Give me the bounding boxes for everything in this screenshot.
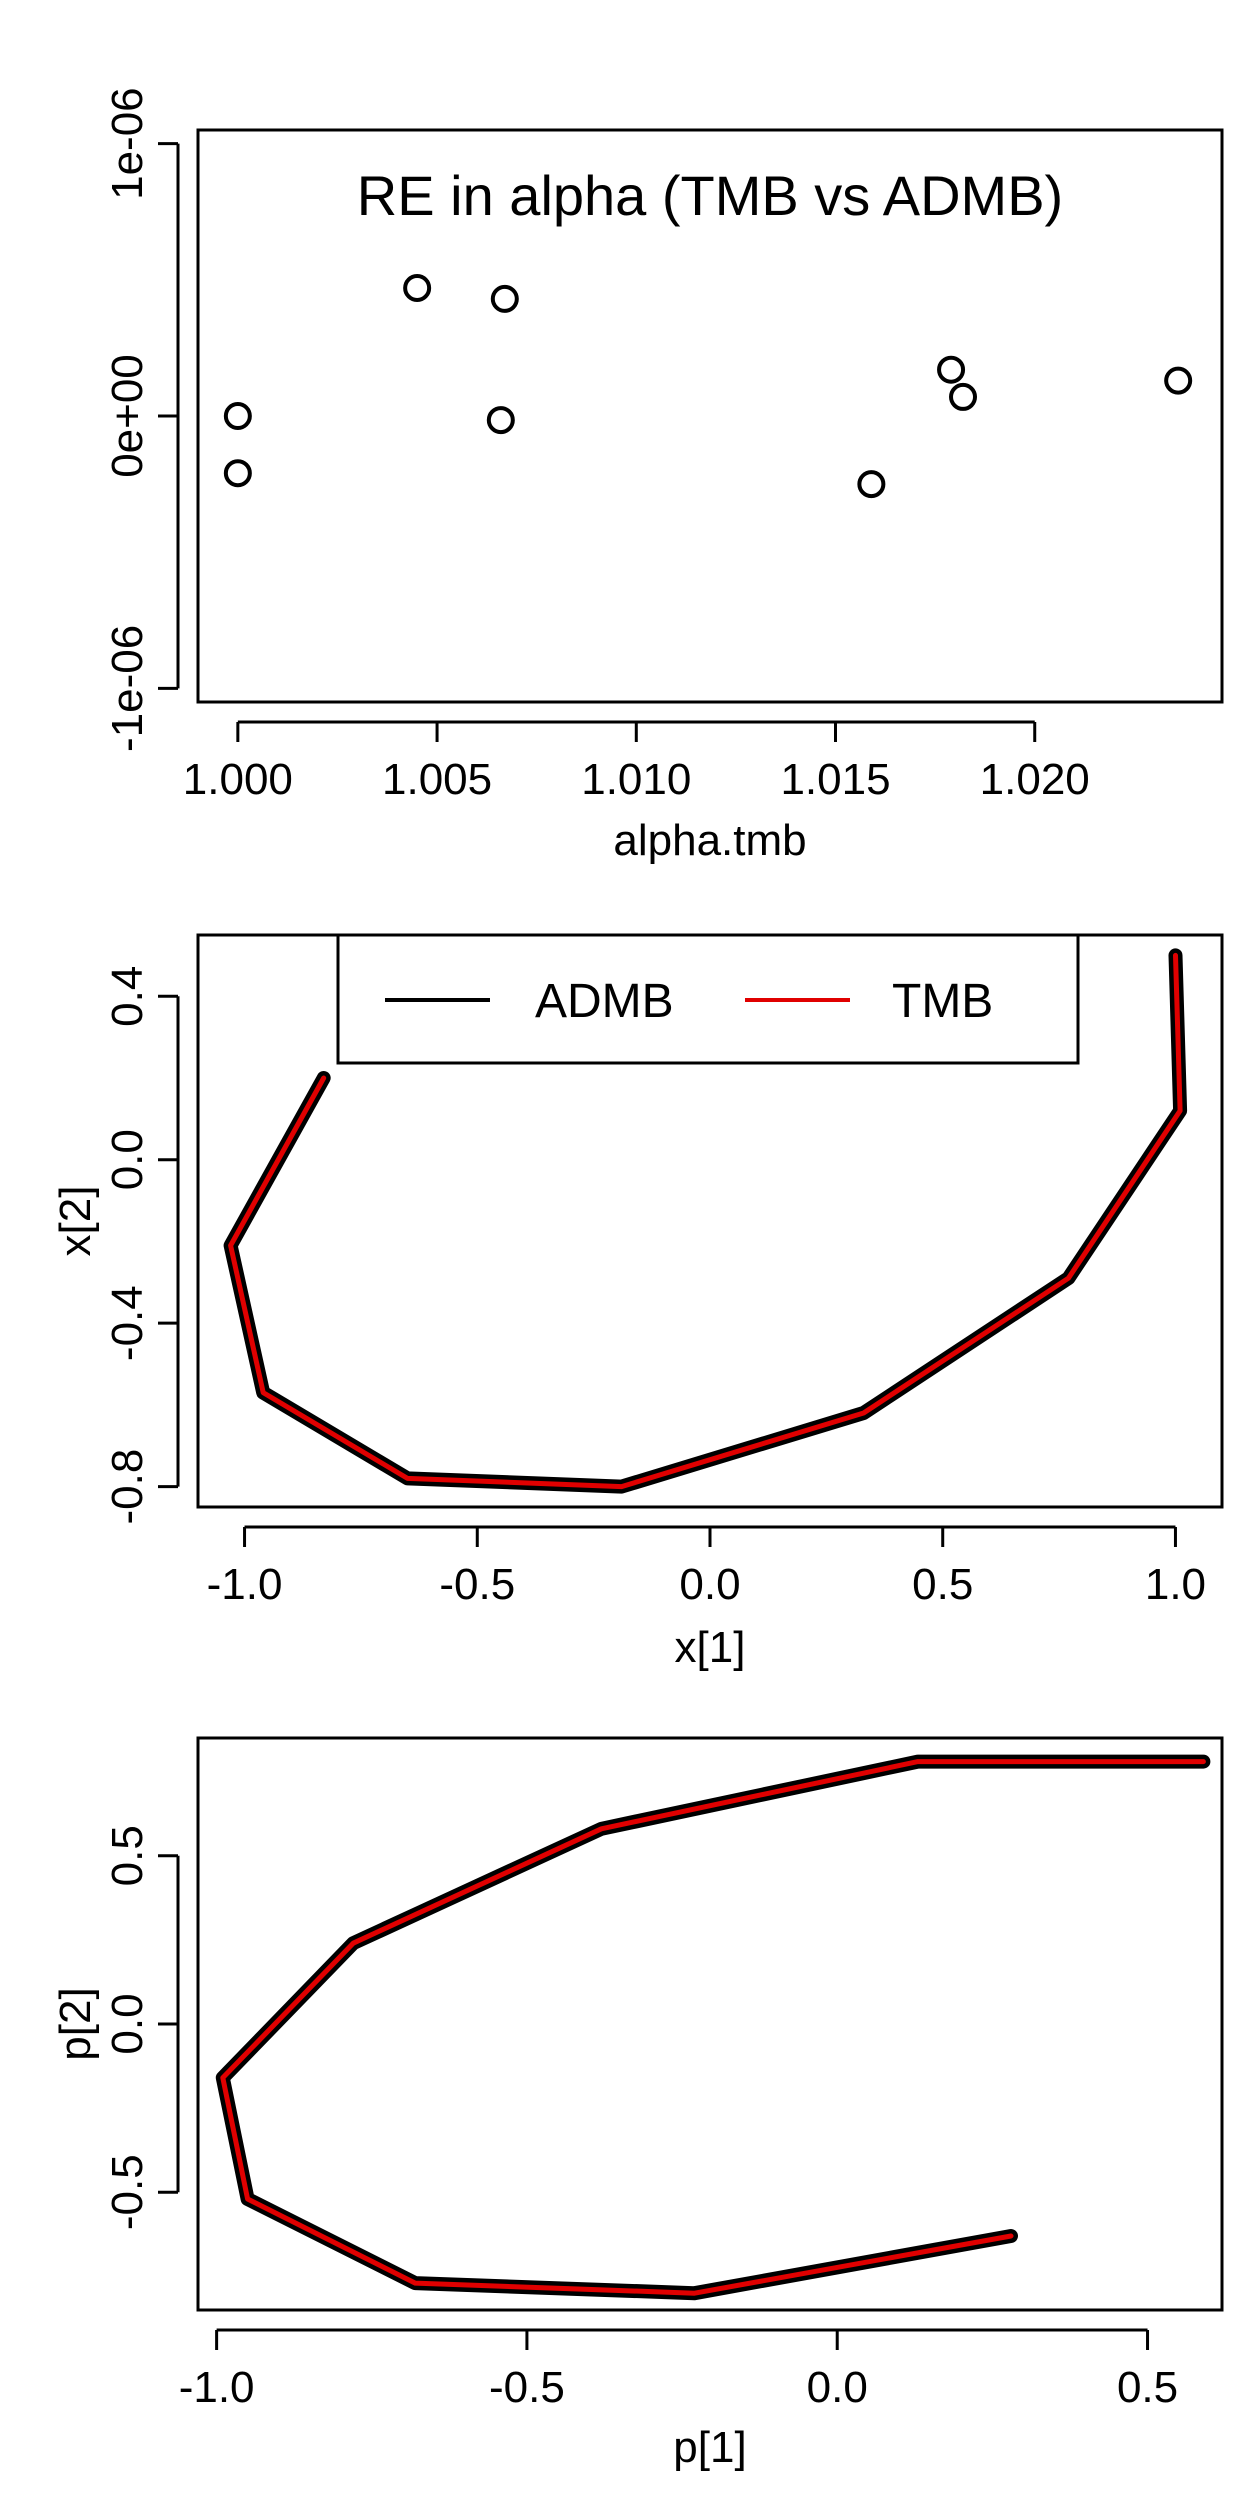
data-point — [223, 459, 252, 488]
y-axis: -0.8 -0.4 0.0 0.4 — [103, 966, 180, 1525]
plot-frame — [196, 128, 1224, 704]
y-tick-label: -0.5 — [103, 2154, 152, 2230]
y-axis-title: x[2] — [51, 1186, 100, 1257]
data-point — [490, 284, 519, 313]
x-tick-label: 1.015 — [780, 755, 890, 804]
panel-p-trajectory: -1.0 -0.5 0.0 0.5 -0.5 0.0 0.5 p[1] p[2] — [51, 1736, 1224, 2472]
series-line-tmb — [220, 1759, 1206, 2296]
data-point — [949, 382, 978, 411]
x-axis: -1.0 -0.5 0.0 0.5 — [179, 2328, 1178, 2412]
y-tick-label: 0e+00 — [103, 354, 152, 478]
data-point — [857, 470, 886, 499]
x-tick-label: 1.020 — [980, 755, 1090, 804]
y-tick-label: -0.8 — [103, 1449, 152, 1525]
x-axis: 1.000 1.005 1.010 1.015 1.020 — [183, 720, 1090, 804]
data-point — [1164, 366, 1193, 395]
y-axis: -1e-06 0e+00 1e-06 — [103, 87, 180, 752]
y-tick-label: 0.0 — [103, 1129, 152, 1190]
x-tick-label: 1.0 — [1145, 1560, 1206, 1609]
x-axis-title: alpha.tmb — [613, 816, 806, 865]
x-tick-label: 1.005 — [382, 755, 492, 804]
panel-x-trajectory: -1.0 -0.5 0.0 0.5 1.0 -0.8 -0.4 0.0 0.4 x[1] x[… — [51, 933, 1224, 1672]
x-tick-label: 1.010 — [581, 755, 691, 804]
legend-label-admb: ADMB — [535, 975, 674, 1028]
data-point — [223, 402, 252, 430]
x-axis-title: p[1] — [673, 2423, 746, 2472]
legend: ADMB TMB — [336, 933, 1080, 1065]
trajectory-lines — [223, 948, 1188, 1494]
x-axis: -1.0 -0.5 0.0 0.5 1.0 — [207, 1525, 1206, 1609]
scatter-points — [223, 273, 1193, 499]
series-line-tmb — [228, 952, 1183, 1490]
x-tick-label: 0.0 — [679, 1560, 740, 1609]
y-axis-title: p[2] — [51, 1987, 100, 2060]
y-tick-label: 0.0 — [103, 1993, 152, 2054]
x-tick-label: 0.5 — [912, 1560, 973, 1609]
data-point — [403, 273, 432, 302]
y-tick-label: 0.5 — [103, 1825, 152, 1886]
y-tick-label: -1e-06 — [103, 625, 152, 752]
x-tick-label: -1.0 — [207, 1560, 283, 1609]
plot-frame — [196, 1736, 1224, 2312]
trajectory-lines — [215, 1754, 1211, 2301]
y-tick-label: -0.4 — [103, 1285, 152, 1361]
x-tick-label: -1.0 — [179, 2363, 255, 2412]
y-tick-label: 0.4 — [103, 966, 152, 1027]
x-tick-label: -0.5 — [439, 1560, 515, 1609]
panel-alpha-re: RE in alpha (TMB vs ADMB) 1.000 1.005 1.01… — [103, 87, 1224, 865]
y-tick-label: 1e-06 — [103, 87, 152, 200]
data-point — [486, 406, 515, 435]
x-tick-label: 0.0 — [807, 2363, 868, 2412]
x-tick-label: 0.5 — [1117, 2363, 1178, 2412]
legend-label-tmb: TMB — [892, 975, 993, 1028]
data-point — [937, 355, 966, 384]
x-tick-label: -0.5 — [489, 2363, 565, 2412]
chart-title: RE in alpha (TMB vs ADMB) — [357, 164, 1063, 227]
x-axis-title: x[1] — [675, 1623, 746, 1672]
y-axis: -0.5 0.0 0.5 — [103, 1825, 180, 2230]
x-tick-label: 1.000 — [183, 755, 293, 804]
